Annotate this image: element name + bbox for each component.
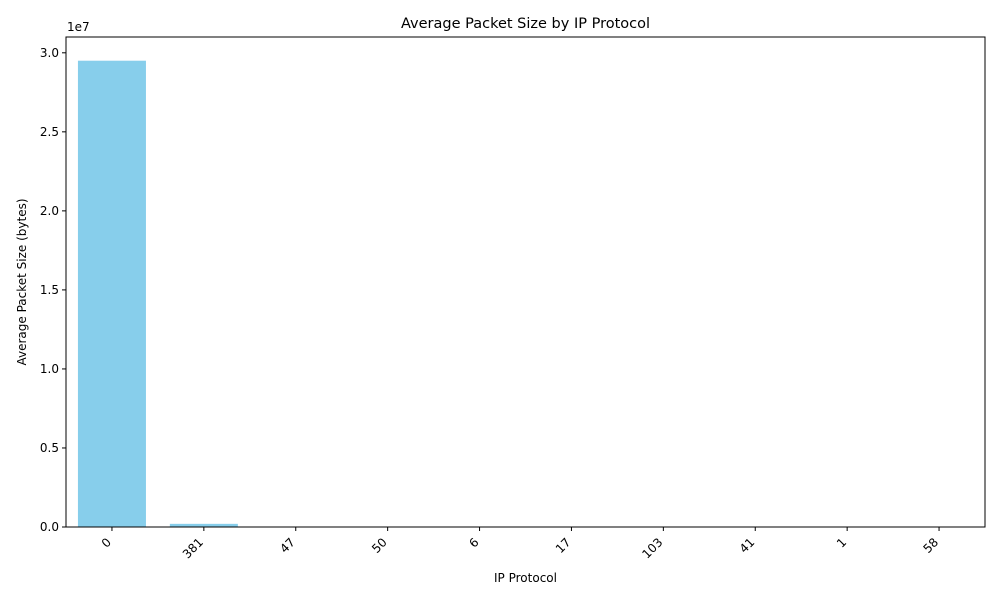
x-axis-label: IP Protocol xyxy=(494,571,557,585)
plot-area-frame xyxy=(66,37,985,527)
x-tick-label-17: 17 xyxy=(553,535,574,556)
x-tick-label-41: 41 xyxy=(737,535,758,556)
bars-layer xyxy=(78,61,973,527)
x-tick-label-58: 58 xyxy=(920,535,941,556)
y-axis-ticks: 0.0 0.5 1.0 1.5 2.0 2.5 3.0 xyxy=(40,46,66,534)
y-tick-label-0: 0.0 xyxy=(40,520,59,534)
x-tick-label-0: 0 xyxy=(99,535,114,550)
x-tick-label-6: 6 xyxy=(466,535,481,550)
x-tick-label-103: 103 xyxy=(639,535,665,561)
y-tick-label-3: 1.5 xyxy=(40,283,59,297)
bar-0 xyxy=(78,61,146,527)
y-tick-label-5: 2.5 xyxy=(40,125,59,139)
y-axis-label: Average Packet Size (bytes) xyxy=(15,198,29,365)
y-tick-label-2: 1.0 xyxy=(40,362,59,376)
y-tick-label-1: 0.5 xyxy=(40,441,59,455)
chart-title: Average Packet Size by IP Protocol xyxy=(401,16,650,32)
x-tick-label-1: 1 xyxy=(834,535,849,550)
y-tick-label-6: 3.0 xyxy=(40,46,59,60)
x-tick-label-47: 47 xyxy=(277,535,298,556)
y-axis-scale-label: 1e7 xyxy=(67,20,90,34)
y-tick-label-4: 2.0 xyxy=(40,204,59,218)
x-tick-label-381: 381 xyxy=(180,535,206,561)
x-tick-label-50: 50 xyxy=(369,535,390,556)
x-axis-ticks: 0 381 47 50 6 17 103 41 1 58 xyxy=(99,527,941,561)
